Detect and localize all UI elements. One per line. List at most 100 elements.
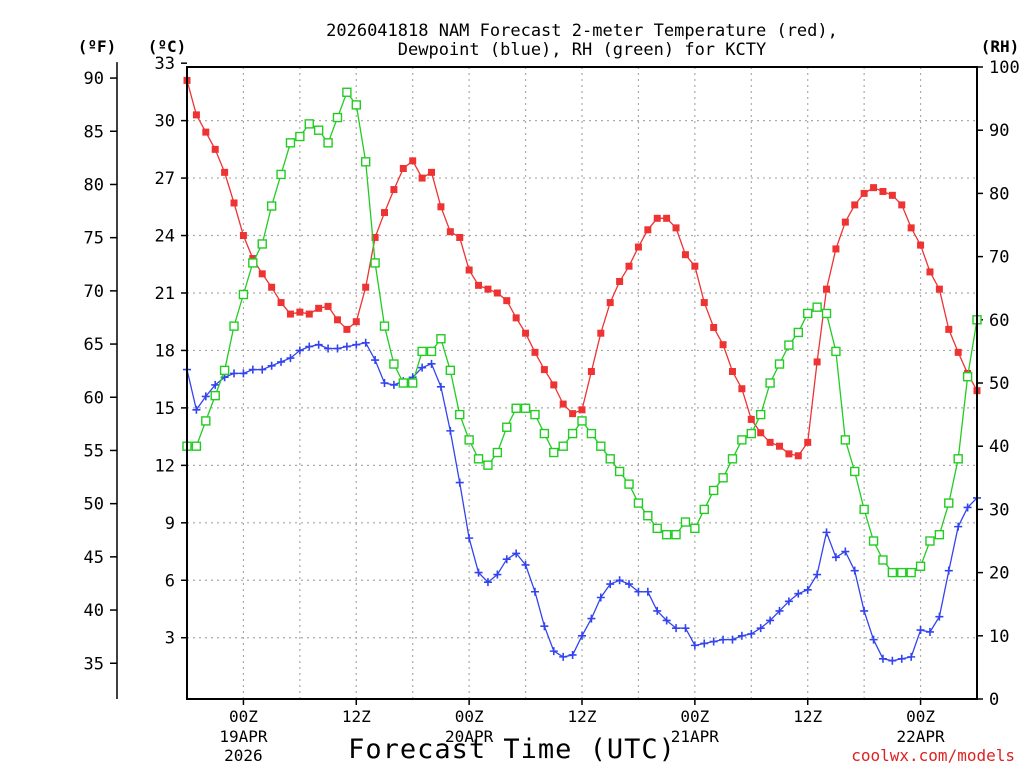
fahrenheit-tick-label: 55 bbox=[84, 441, 104, 461]
rh-tick-label: 30 bbox=[989, 500, 1009, 520]
rh-point bbox=[915, 561, 926, 571]
dewpoint-point bbox=[728, 635, 737, 644]
dewpoint-point bbox=[418, 363, 427, 372]
temperature-point bbox=[446, 228, 454, 236]
series-layer bbox=[182, 76, 982, 665]
dewpoint-point bbox=[465, 534, 474, 543]
rh-point bbox=[878, 555, 888, 565]
rh-point bbox=[887, 567, 898, 578]
fahrenheit-tick-label: 45 bbox=[84, 548, 104, 568]
temperature-point bbox=[625, 262, 633, 270]
temperature-point bbox=[663, 214, 671, 222]
temperature-point bbox=[399, 165, 407, 173]
temperature-point bbox=[945, 325, 953, 333]
dewpoint-point bbox=[897, 654, 906, 663]
rh-point bbox=[389, 359, 399, 369]
dewpoint-point bbox=[540, 622, 549, 631]
dewpoint-point bbox=[737, 631, 746, 640]
temperature-point bbox=[719, 341, 727, 349]
dewpoint-point bbox=[916, 626, 925, 635]
rh-point bbox=[229, 321, 239, 331]
dewpoint-point bbox=[277, 357, 286, 366]
rh-tick-label: 20 bbox=[989, 564, 1009, 584]
dewpoint-point bbox=[775, 606, 784, 615]
dewpoint-point bbox=[719, 635, 728, 644]
rh-tick-label: 90 bbox=[989, 121, 1009, 141]
rh-point bbox=[379, 321, 390, 331]
temperature-point bbox=[239, 232, 247, 240]
x-tick-label: 00Z bbox=[455, 707, 484, 726]
rh-point bbox=[304, 119, 314, 129]
fahrenheit-tick-label: 80 bbox=[84, 175, 104, 195]
temperature-point bbox=[202, 128, 210, 136]
rh-tick-label: 70 bbox=[989, 248, 1009, 268]
rh-tick-label: 10 bbox=[989, 627, 1009, 647]
temperature-point bbox=[493, 289, 501, 297]
temperature-point bbox=[569, 410, 577, 418]
rh-point bbox=[360, 157, 371, 167]
celsius-tick-label: 6 bbox=[165, 571, 175, 591]
temperature-point bbox=[522, 329, 530, 337]
x-tick-label: 12Z bbox=[568, 707, 597, 726]
x-tick-date-label: 19APR bbox=[219, 727, 268, 746]
x-tick-label: 12Z bbox=[793, 707, 822, 726]
dewpoint-point bbox=[342, 342, 351, 351]
dewpoint-point bbox=[794, 589, 803, 598]
temperature-point bbox=[221, 168, 229, 176]
rh-point bbox=[210, 390, 220, 401]
fahrenheit-tick-label: 60 bbox=[84, 388, 104, 408]
fahrenheit-tick-label: 70 bbox=[84, 282, 104, 302]
rh-tick-label: 50 bbox=[989, 374, 1009, 394]
dewpoint-point bbox=[295, 346, 304, 355]
dewpoint-point bbox=[371, 356, 380, 365]
dewpoint-point bbox=[709, 637, 718, 646]
dewpoint-point bbox=[803, 585, 812, 594]
dewpoint-point bbox=[643, 587, 652, 596]
dewpoint-point bbox=[813, 570, 822, 579]
rh-point bbox=[934, 529, 945, 540]
temperature-point bbox=[776, 442, 783, 450]
rh-point bbox=[840, 435, 851, 445]
temperature-point bbox=[832, 245, 840, 253]
temperature-point bbox=[926, 268, 934, 276]
rh-point bbox=[624, 479, 634, 489]
celsius-tick-label: 15 bbox=[155, 399, 175, 419]
dewpoint-point bbox=[427, 359, 436, 368]
rh-point bbox=[680, 517, 691, 527]
rh-point bbox=[661, 529, 672, 540]
rh-tick-label: 0 bbox=[989, 690, 999, 710]
celsius-unit-label: (ºC) bbox=[148, 37, 187, 56]
dewpoint-point bbox=[672, 624, 681, 633]
rh-point bbox=[774, 359, 785, 369]
rh-point bbox=[765, 378, 775, 388]
rh-point bbox=[436, 334, 446, 344]
plot-frame bbox=[186, 66, 978, 700]
dewpoint-point bbox=[230, 369, 239, 378]
dewpoint-point bbox=[380, 379, 389, 387]
rh-point bbox=[897, 567, 907, 578]
dewpoint-point bbox=[888, 656, 897, 665]
rh-tick-label: 100 bbox=[989, 58, 1020, 78]
temperature-point bbox=[606, 299, 614, 307]
temperature-point bbox=[794, 452, 802, 460]
temperature-point bbox=[230, 199, 238, 207]
celsius-tick-label: 30 bbox=[155, 112, 175, 132]
temperature-point bbox=[597, 329, 605, 337]
rh-point bbox=[445, 365, 456, 376]
rh-point bbox=[520, 403, 531, 413]
temperature-point bbox=[813, 358, 821, 366]
dewpoint-point bbox=[747, 629, 756, 638]
rh-point bbox=[962, 371, 973, 382]
rh-point bbox=[398, 378, 409, 388]
dewpoint-point bbox=[784, 597, 793, 606]
axes: 35 40 45 50 55 60 65 70 75 80 85 90 3 6 9 12 15 18 21 24 27 3… bbox=[84, 54, 1020, 765]
dewpoint-point bbox=[333, 344, 342, 353]
temperature-point bbox=[305, 310, 313, 318]
x-tick-year-label: 2026 bbox=[224, 746, 263, 765]
fahrenheit-tick-label: 85 bbox=[84, 122, 104, 142]
temperature-point bbox=[587, 368, 595, 376]
temperature-point bbox=[362, 283, 370, 291]
dewpoint-point bbox=[700, 639, 709, 648]
temperature-point bbox=[409, 157, 417, 165]
rh-point bbox=[370, 258, 380, 268]
